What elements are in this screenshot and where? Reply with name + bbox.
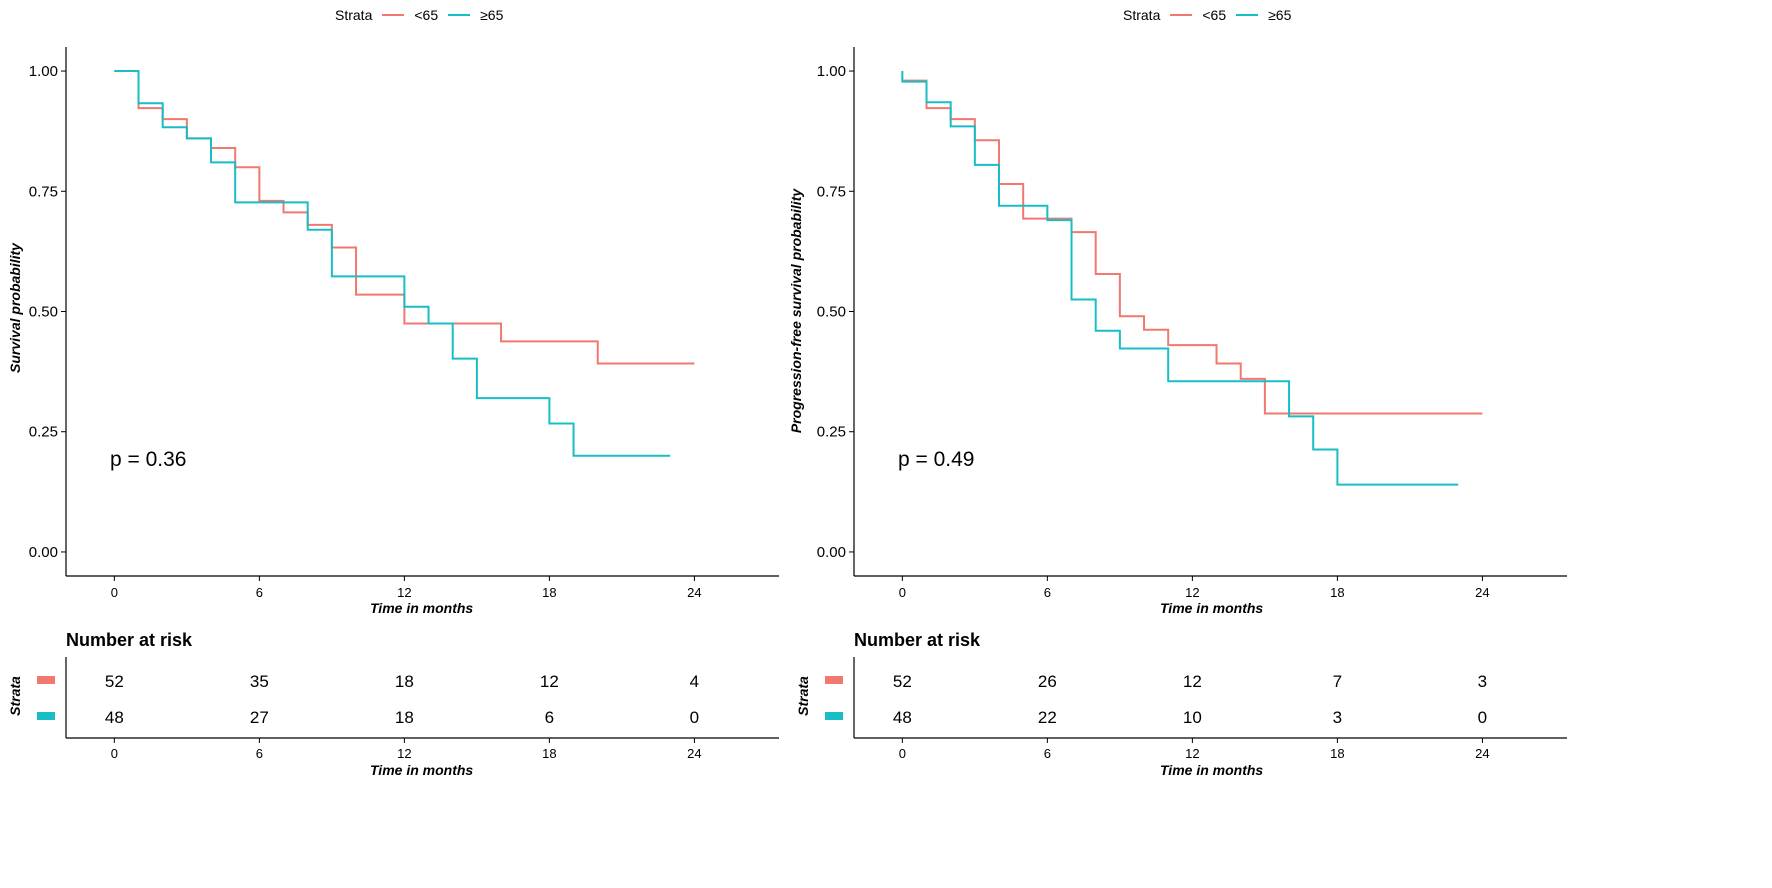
- risk-count: 4: [690, 672, 699, 691]
- x-tick-label: 18: [542, 585, 556, 600]
- risk-x-tick-label: 0: [111, 746, 118, 761]
- km-curve-lt65: [114, 70, 695, 365]
- km-chart: 0.00 0.25 0.50 0.75 1.00 0 6 12 18 24 52 26 12 7 3 48 22…: [817, 47, 1567, 761]
- x-tick-label: 0: [899, 585, 906, 600]
- risk-x-tick-label: 6: [256, 746, 263, 761]
- risk-x-tick-label: 12: [397, 746, 411, 761]
- x-tick-label: 6: [256, 585, 263, 600]
- y-tick-label: 0.50: [29, 304, 58, 321]
- x-tick-label: 24: [1475, 585, 1489, 600]
- legend-title: Strata: [1123, 7, 1161, 23]
- km-curve-lt65: [902, 79, 1483, 415]
- risk-count: 52: [105, 672, 124, 691]
- risk-count: 3: [1478, 672, 1487, 691]
- x-tick-label: 12: [1185, 585, 1199, 600]
- legend-key-ge65: [448, 14, 471, 16]
- km-curve-ge65: [901, 71, 1459, 486]
- panel-progression-free-survival: Strata <65 ≥65 Progression-free survival…: [788, 0, 1674, 888]
- p-value: p = 0.36: [110, 448, 187, 471]
- legend: Strata <65 ≥65: [335, 5, 503, 25]
- risk-x-tick-label: 12: [1185, 746, 1199, 761]
- legend: Strata <65 ≥65: [1123, 5, 1291, 25]
- legend-key-ge65: [1236, 14, 1259, 16]
- risk-count: 35: [250, 672, 269, 691]
- y-tick-label: 1.00: [29, 63, 58, 80]
- risk-count: 52: [893, 672, 912, 691]
- p-value: p = 0.49: [898, 448, 975, 471]
- risk-table-x-label: Time in months: [1160, 762, 1264, 778]
- x-axis-label: Time in months: [370, 600, 474, 616]
- legend-key-lt65: [1170, 14, 1193, 16]
- risk-count: 3: [1333, 708, 1342, 727]
- risk-table-x-label: Time in months: [370, 762, 474, 778]
- legend-label-ge65: ≥65: [1268, 7, 1292, 23]
- risk-count: 12: [540, 672, 559, 691]
- risk-count: 10: [1183, 708, 1202, 727]
- risk-x-tick-label: 18: [1330, 746, 1344, 761]
- risk-x-tick-label: 0: [899, 746, 906, 761]
- y-tick-label: 1.00: [817, 63, 846, 80]
- risk-count: 0: [690, 708, 699, 727]
- y-tick-label: 0.25: [29, 424, 58, 441]
- risk-row-key: [825, 712, 843, 720]
- legend-title: Strata: [335, 7, 373, 23]
- risk-count: 48: [105, 708, 124, 727]
- legend-key-lt65: [382, 14, 405, 16]
- y-tick-label: 0.00: [817, 544, 846, 561]
- x-tick-label: 24: [687, 585, 701, 600]
- risk-count: 26: [1038, 672, 1057, 691]
- risk-x-tick-label: 24: [687, 746, 701, 761]
- risk-x-tick-label: 24: [1475, 746, 1489, 761]
- x-axis-label: Time in months: [1160, 600, 1264, 616]
- legend-label-lt65: <65: [414, 7, 439, 23]
- risk-count: 18: [395, 672, 414, 691]
- risk-row-key: [37, 676, 55, 684]
- risk-count: 27: [250, 708, 269, 727]
- risk-x-tick-label: 18: [542, 746, 556, 761]
- risk-count: 18: [395, 708, 414, 727]
- km-chart: 0.00 0.25 0.50 0.75 1.00 0 6 12 18 24 52 35 18 12 4 48 2…: [29, 47, 779, 761]
- y-tick-label: 0.50: [817, 304, 846, 321]
- risk-count: 12: [1183, 672, 1202, 691]
- panel-overall-survival: Strata <65 ≥65 Survival probability Time…: [7, 5, 779, 778]
- risk-table-title: Number at risk: [66, 630, 193, 650]
- risk-x-tick-label: 6: [1044, 746, 1051, 761]
- x-tick-label: 18: [1330, 585, 1344, 600]
- legend-label-lt65: <65: [1202, 7, 1227, 23]
- risk-count: 0: [1478, 708, 1487, 727]
- x-tick-label: 12: [397, 585, 411, 600]
- risk-count: 6: [545, 708, 554, 727]
- risk-row-key: [825, 676, 843, 684]
- risk-count: 48: [893, 708, 912, 727]
- risk-count: 22: [1038, 708, 1057, 727]
- y-tick-label: 0.75: [817, 183, 846, 200]
- x-tick-label: 6: [1044, 585, 1051, 600]
- x-tick-label: 0: [111, 585, 118, 600]
- y-tick-label: 0.75: [29, 183, 58, 200]
- risk-count: 7: [1333, 672, 1342, 691]
- y-tick-label: 0.00: [29, 544, 58, 561]
- km-curve-ge65: [114, 70, 671, 457]
- risk-table-title: Number at risk: [854, 630, 981, 650]
- y-tick-label: 0.25: [817, 424, 846, 441]
- risk-row-key: [37, 712, 55, 720]
- legend-label-ge65: ≥65: [480, 7, 504, 23]
